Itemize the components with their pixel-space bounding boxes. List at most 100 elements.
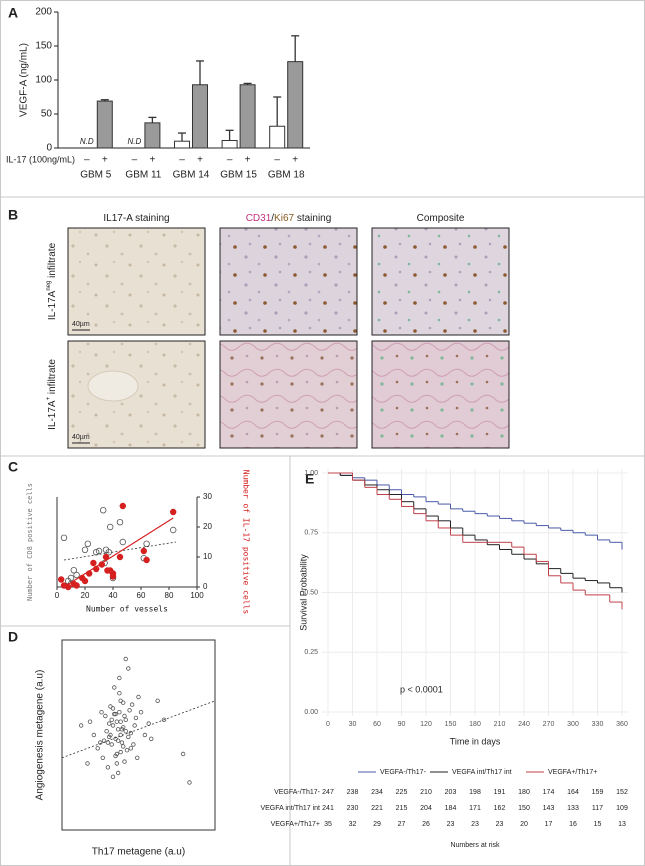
micrograph [67,227,206,336]
point [67,574,75,582]
point [129,702,135,707]
point [123,729,128,734]
group-sign: – [132,155,138,166]
risk-row-label: VEGFA int/Th17 int [260,805,320,812]
point [123,656,128,662]
point [115,738,121,743]
point [117,710,122,715]
point [106,721,112,726]
legend-label: VEGFA+/Th17+ [548,769,597,776]
group-sign: + [245,155,251,166]
point [135,755,140,760]
legend-label: VEGFA int/Th17 int [452,769,512,776]
y-tick-label: 0.75 [304,530,318,537]
x-tick-label: 90 [398,721,406,728]
point [112,711,117,717]
point [100,755,105,760]
point [138,710,144,715]
x-tick-label: GBM 5 [80,170,112,181]
point [115,770,121,776]
risk-count: 230 [347,805,359,812]
risk-count: 164 [567,789,579,796]
point [149,736,154,741]
group-sign: – [84,155,90,166]
x-tick-label: 0 [55,591,60,600]
x-tick-label: 240 [518,721,530,728]
point [133,715,139,721]
risk-count: 16 [569,821,577,828]
point [73,571,80,579]
bar [192,84,208,149]
x-axis-label: Th17 metagene (a.u) [92,847,185,858]
trend-line [63,517,174,588]
x-tick-label: GBM 11 [125,170,161,181]
title-part: CD31 [246,213,272,224]
y-tick-label: 200 [35,7,52,18]
risk-count: 198 [469,789,481,796]
risk-count: 35 [324,821,332,828]
bar [144,122,161,149]
point [84,540,91,547]
point [122,713,127,719]
point [110,723,116,728]
risk-count: 23 [496,821,504,828]
label-part: infiltrate [47,359,58,397]
error-bar [196,60,204,85]
risk-count: 203 [445,789,457,796]
risk-count: 143 [543,805,555,812]
point [91,732,97,738]
risk-count: 162 [494,805,506,812]
scale-bar-label: 40µm [72,321,90,328]
risk-count: 150 [518,805,530,812]
point [128,746,134,751]
x-tick-label: GBM 15 [220,170,257,181]
risk-count: 15 [594,821,602,828]
risk-count: 20 [520,821,528,828]
point [99,710,104,715]
point [99,507,107,514]
point [117,675,122,681]
group-sign: + [102,155,108,166]
title-part: Ki67 [274,213,294,224]
panel-letter: D [8,629,18,645]
y-tick-label: 150 [35,41,52,52]
y-axis-label: Angiogenesis metagene (a.u) [35,670,46,801]
x-tick-label: 30 [349,721,357,728]
point [120,744,126,749]
x-tick-label: 20 [81,591,90,600]
x-axis-label: Time in days [450,736,501,746]
point [126,734,131,740]
point [128,730,134,736]
error-bar [148,116,157,123]
x-tick-label: 180 [469,721,481,728]
title-part: / [271,213,274,224]
vessel [87,370,139,402]
error-bar [225,129,234,141]
column-title: Composite [417,213,465,224]
risk-count: 171 [469,805,481,812]
point [180,751,186,757]
x-tick-label: 0 [326,721,330,728]
point [142,732,148,738]
point [155,698,160,703]
risk-count: 27 [398,821,406,828]
risk-count: 109 [616,805,628,812]
label-part: neg [46,281,52,291]
point [122,759,127,764]
y-tick-label: 0.25 [304,649,318,656]
point [70,567,77,574]
risk-count: 152 [616,789,628,796]
point [109,717,114,722]
x-tick-label: 40 [109,591,118,600]
point [116,553,124,561]
panel-letter: A [8,5,18,21]
point [118,719,123,724]
x-tick-label: GBM 18 [268,170,305,181]
error-bar [100,99,109,102]
panel-letter: E [305,471,314,487]
point [98,740,103,745]
point [87,719,93,724]
point [119,740,125,745]
point [143,556,150,564]
x-tick-label: 80 [165,591,174,600]
